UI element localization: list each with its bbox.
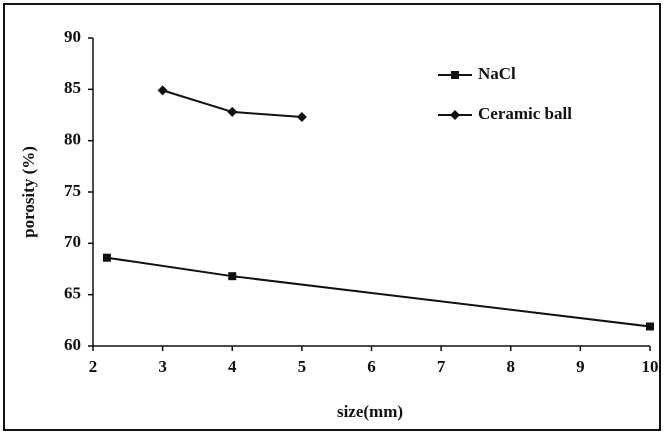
chart: size(mm) porosity (%) 60 65 70 75 80 85 90 2 3 4 5… <box>0 0 664 434</box>
y-tick-label: 65 <box>64 284 81 303</box>
y-axis-label: porosity (%) <box>19 146 38 238</box>
legend-label: NaCl <box>478 64 516 83</box>
x-tick-label: 2 <box>89 357 98 376</box>
x-tick-label: 5 <box>298 357 307 376</box>
chart-frame <box>4 4 660 430</box>
x-tick-label: 10 <box>642 357 659 376</box>
x-tick-label: 9 <box>576 357 585 376</box>
y-tick-label: 70 <box>64 232 81 251</box>
legend-label: Ceramic ball <box>478 104 572 123</box>
x-tick-label: 3 <box>158 357 167 376</box>
x-axis-label: size(mm) <box>337 402 403 421</box>
legend-marker <box>451 71 459 79</box>
y-tick-label: 90 <box>64 27 81 46</box>
y-tick-label: 80 <box>64 130 81 149</box>
y-tick-label: 60 <box>64 335 81 354</box>
x-tick-label: 8 <box>507 357 516 376</box>
y-tick-label: 85 <box>64 78 81 97</box>
x-tick-label: 7 <box>437 357 446 376</box>
marker <box>228 272 236 280</box>
y-tick-label: 75 <box>64 181 81 200</box>
marker <box>103 254 111 262</box>
marker <box>646 322 654 330</box>
x-tick-label: 6 <box>367 357 376 376</box>
x-tick-label: 4 <box>228 357 237 376</box>
